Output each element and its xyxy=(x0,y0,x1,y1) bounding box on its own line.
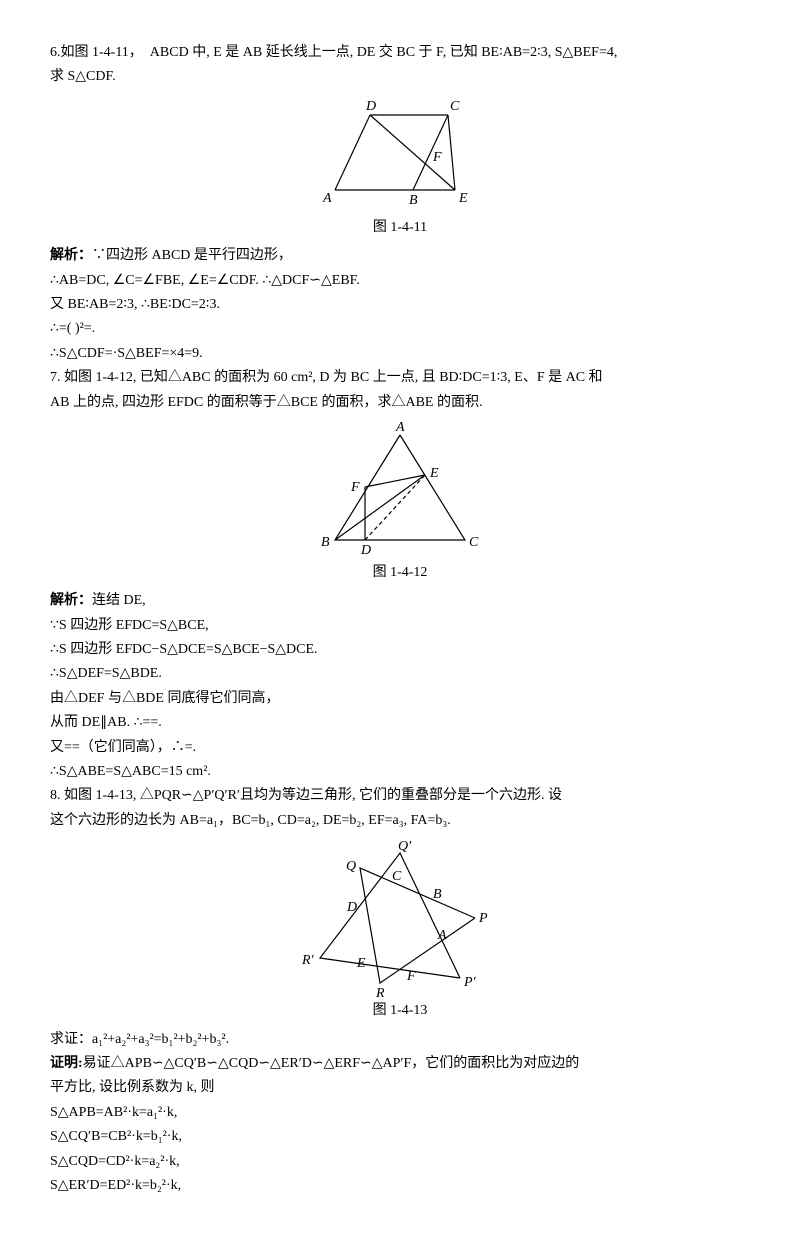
svg-text:D: D xyxy=(346,900,357,915)
svg-text:F: F xyxy=(432,150,442,165)
svg-text:Q′: Q′ xyxy=(398,839,412,854)
p8-proof-label: 证明: xyxy=(50,1056,83,1071)
svg-text:C: C xyxy=(469,535,479,550)
svg-text:B: B xyxy=(321,535,330,550)
p8-line1: 8. 如图 1-4-13, △PQR∽△P′Q′R′且均为等边三角形, 它们的重… xyxy=(50,785,750,807)
p8-line2: 这个六边形的边长为 AB=a₁，BC=b₁, CD=a₂, DE=b₂, EF=… xyxy=(50,810,750,832)
figure-1-4-12: A B C D E F 图 1-4-12 xyxy=(50,420,750,584)
p6-s5: ∴S△CDF=·S△BEF=×4=9. xyxy=(50,343,750,365)
p6-sol-label: 解析： xyxy=(50,248,92,263)
svg-text:D: D xyxy=(365,99,376,114)
svg-text:C: C xyxy=(450,99,460,114)
p7-s7: 又==（它们同高），∴=. xyxy=(50,737,750,759)
p7-s8: ∴S△ABE=S△ABC=15 cm². xyxy=(50,761,750,783)
p8-proof-1: 证明:易证△APB∽△CQ′B∽△CQD∽△ER′D∽△ERF∽△AP′F，它们… xyxy=(50,1053,750,1075)
p7-line2: AB 上的点, 四边形 EFDC 的面积等于△BCE 的面积，求△ABE 的面积… xyxy=(50,392,750,414)
p7-line1: 7. 如图 1-4-12, 已知△ABC 的面积为 60 cm², D 为 BC… xyxy=(50,367,750,389)
svg-text:E: E xyxy=(356,956,366,971)
p8-req: 求证：a₁²+a₂²+a₃²=b₁²+b₂²+b₃². xyxy=(50,1029,750,1051)
svg-text:R: R xyxy=(375,986,385,998)
svg-text:B: B xyxy=(409,193,418,208)
svg-text:E: E xyxy=(429,466,439,481)
svg-text:D: D xyxy=(360,543,371,558)
svg-text:B: B xyxy=(433,887,442,902)
p7-s5: 由△DEF 与△BDE 同底得它们同高， xyxy=(50,688,750,710)
svg-text:P: P xyxy=(478,911,488,926)
p8-pr6: S△ER′D=ED²·k=b₂²·k, xyxy=(50,1175,750,1197)
p6-s3: 又 BE∶AB=2∶3, ∴BE∶DC=2∶3. xyxy=(50,294,750,316)
p7-s1: 连结 DE, xyxy=(92,593,146,608)
p6-s2: ∴AB=DC, ∠C=∠FBE, ∠E=∠CDF. ∴△DCF∽△EBF. xyxy=(50,270,750,292)
p7-s3: ∴S 四边形 EFDC−S△DCE=S△BCE−S△DCE. xyxy=(50,639,750,661)
fig1-caption: 图 1-4-11 xyxy=(50,217,750,239)
svg-text:F: F xyxy=(406,969,416,984)
p7-sol-label: 解析： xyxy=(50,593,92,608)
svg-text:A: A xyxy=(437,928,447,943)
p8-pr2: 平方比, 设比例系数为 k, 则 xyxy=(50,1077,750,1099)
p6-s1: ∵四边形 ABCD 是平行四边形， xyxy=(92,248,292,263)
svg-text:A: A xyxy=(395,420,405,435)
p6-line2: 求 S△CDF. xyxy=(50,66,750,88)
p7-sol-1: 解析：连结 DE, xyxy=(50,590,750,612)
figure-1-4-13: P Q R P′ Q′ R′ A B C D E F 图 1-4-13 xyxy=(50,838,750,1022)
svg-text:P′: P′ xyxy=(463,975,477,990)
p6-s4: ∴=( )²=. xyxy=(50,318,750,340)
fig3-caption: 图 1-4-13 xyxy=(50,1000,750,1022)
p6-line1: 6.如图 1-4-11， ABCD 中, E 是 AB 延长线上一点, DE 交… xyxy=(50,42,750,64)
p6-sol-1: 解析：∵四边形 ABCD 是平行四边形， xyxy=(50,245,750,267)
svg-text:R′: R′ xyxy=(301,953,315,968)
p8-pr3: S△APB=AB²·k=a₁²·k, xyxy=(50,1102,750,1124)
p7-s2: ∵S 四边形 EFDC=S△BCE, xyxy=(50,615,750,637)
p7-s4: ∴S△DEF=S△BDE. xyxy=(50,663,750,685)
svg-text:Q: Q xyxy=(346,859,356,874)
p7-s6: 从而 DE∥AB. ∴==. xyxy=(50,712,750,734)
svg-text:A: A xyxy=(322,191,332,206)
p8-pr4: S△CQ′B=CB²·k=b₁²·k, xyxy=(50,1126,750,1148)
fig2-caption: 图 1-4-12 xyxy=(50,562,750,584)
figure-1-4-11: A B E D C F 图 1-4-11 xyxy=(50,95,750,239)
svg-text:C: C xyxy=(392,869,402,884)
p8-pr5: S△CQD=CD²·k=a₂²·k, xyxy=(50,1151,750,1173)
p8-pr1: 易证△APB∽△CQ′B∽△CQD∽△ER′D∽△ERF∽△AP′F，它们的面积… xyxy=(83,1056,580,1071)
svg-text:F: F xyxy=(350,480,360,495)
svg-text:E: E xyxy=(458,191,468,206)
